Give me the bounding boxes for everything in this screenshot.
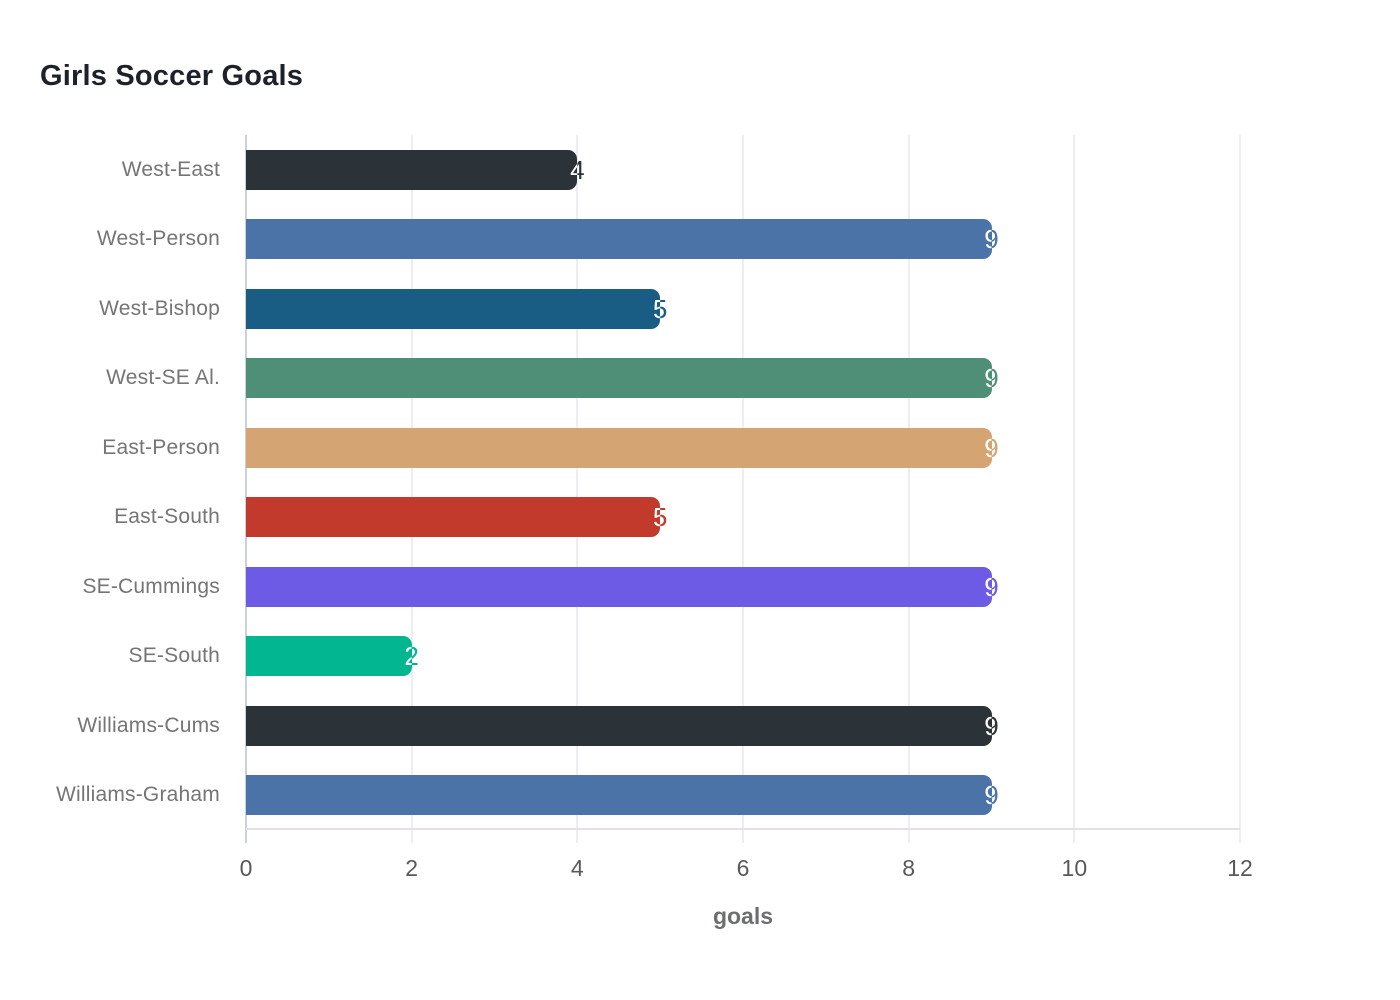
bar-value-text: 9 xyxy=(984,224,999,255)
gridline xyxy=(1239,135,1241,843)
bar-value-text: 5 xyxy=(652,293,668,324)
gridline xyxy=(907,135,910,843)
bar-value-text: 9 xyxy=(984,710,999,741)
bar-west-se-al- xyxy=(246,358,992,399)
bar-east-south xyxy=(246,497,661,538)
x-axis-title: goals xyxy=(712,903,774,929)
bar-west-person xyxy=(246,219,992,260)
bar-value-text: 4 xyxy=(570,154,585,185)
x-axis-line xyxy=(246,828,1240,830)
bar-se-cummings xyxy=(246,566,992,607)
bar-value-text: 9 xyxy=(984,432,999,463)
y-axis-label: Williams-Cums xyxy=(77,713,220,737)
bar-value-text: 9 xyxy=(984,571,999,602)
bar-value-text: 9 xyxy=(984,363,999,394)
bar-value-text: 9 xyxy=(984,571,999,602)
zero-gridline xyxy=(245,135,247,843)
bar-williams-graham xyxy=(246,775,992,816)
bar-value-text: 5 xyxy=(652,502,668,533)
bar-east-person xyxy=(246,427,992,468)
y-axis-label: East-South xyxy=(114,505,220,529)
bar-williams-cums xyxy=(246,705,992,746)
x-tick-label: 6 xyxy=(736,855,750,881)
bar-west-east xyxy=(246,149,578,190)
gridline xyxy=(1073,135,1076,843)
y-axis-label: Williams-Graham xyxy=(55,783,220,807)
bar-value-text: 9 xyxy=(984,432,999,463)
bar-value-text: 9 xyxy=(984,710,999,741)
y-axis-label: West-Person xyxy=(96,227,220,251)
gridline xyxy=(742,135,744,843)
y-axis-labels: West-East West-Person West-Bishop West-SE A… xyxy=(0,135,220,830)
bar-value-text: 9 xyxy=(984,780,999,811)
gridline xyxy=(576,135,579,843)
y-axis-label: West-SE Al. xyxy=(106,366,220,390)
x-tick-label: 2 xyxy=(405,855,419,881)
x-tick-label: 10 xyxy=(1061,855,1088,881)
x-tick-label: 8 xyxy=(902,855,916,881)
y-axis-label: SE-South xyxy=(128,644,220,668)
y-axis-label: West-Bishop xyxy=(99,296,220,320)
x-tick-label: 0 xyxy=(239,855,253,881)
chart-title: Girls Soccer Goals xyxy=(40,60,304,92)
gridline xyxy=(410,135,413,843)
x-tick-label: 12 xyxy=(1227,855,1253,881)
y-axis-label: East-Person xyxy=(102,435,220,459)
bar-value-text: 2 xyxy=(404,641,419,672)
bar-value-text: 9 xyxy=(984,224,999,255)
bar-se-south xyxy=(246,636,412,677)
bar-value-text: 4 xyxy=(570,154,585,185)
x-tick-label: 4 xyxy=(570,855,584,881)
bar-value-text: 9 xyxy=(984,780,999,811)
y-axis-label: SE-Cummings xyxy=(82,574,220,598)
y-axis-label: West-East xyxy=(121,157,220,181)
bar-value-text: 2 xyxy=(404,641,419,672)
bar-west-bishop xyxy=(246,288,661,329)
bar-value-text: 5 xyxy=(652,293,668,324)
bar-value-text: 5 xyxy=(652,502,668,533)
bar-value-text: 9 xyxy=(984,363,999,394)
